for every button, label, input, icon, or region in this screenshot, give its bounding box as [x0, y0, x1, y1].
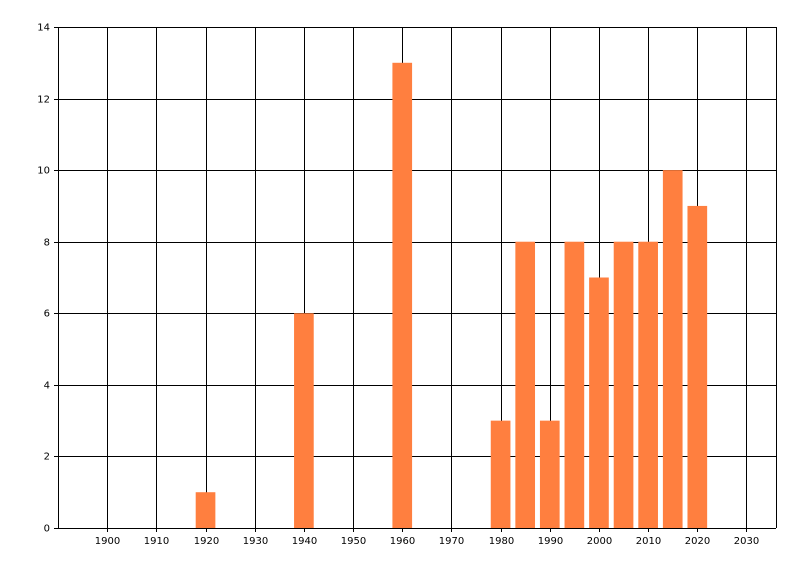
bar	[662, 170, 683, 528]
x-tick-label: 1960	[390, 536, 415, 547]
x-tick-label: 1950	[341, 536, 366, 547]
y-tick-label: 2	[44, 452, 50, 463]
y-tick-label: 14	[37, 23, 50, 34]
x-tick-label: 2010	[636, 536, 661, 547]
x-tick-label: 1900	[95, 536, 120, 547]
bar	[589, 277, 609, 528]
bar	[564, 241, 585, 528]
x-tick-label: 2020	[685, 536, 710, 547]
y-tick-label: 4	[44, 381, 50, 392]
bar	[490, 420, 511, 528]
x-tick-label: 1920	[194, 536, 219, 547]
bar	[638, 241, 658, 528]
bar	[613, 241, 634, 528]
bar	[392, 62, 413, 529]
bar	[687, 205, 708, 528]
y-tick-label: 6	[44, 309, 50, 320]
bar	[195, 492, 216, 528]
x-tick-label: 1970	[439, 536, 464, 547]
x-tick-label: 1940	[292, 536, 317, 547]
bar	[515, 241, 536, 528]
y-tick-label: 12	[37, 95, 50, 106]
y-tick-label: 0	[44, 524, 50, 535]
x-tick-label: 1990	[538, 536, 563, 547]
bar	[294, 313, 314, 528]
x-tick-label: 1930	[243, 536, 268, 547]
bar	[539, 420, 560, 528]
x-tick-label: 1980	[489, 536, 514, 547]
y-tick-label: 10	[37, 166, 50, 177]
x-tick-label: 2030	[734, 536, 759, 547]
x-tick-label: 1910	[144, 536, 169, 547]
y-tick-label: 8	[44, 238, 50, 249]
x-tick-label: 2000	[587, 536, 612, 547]
